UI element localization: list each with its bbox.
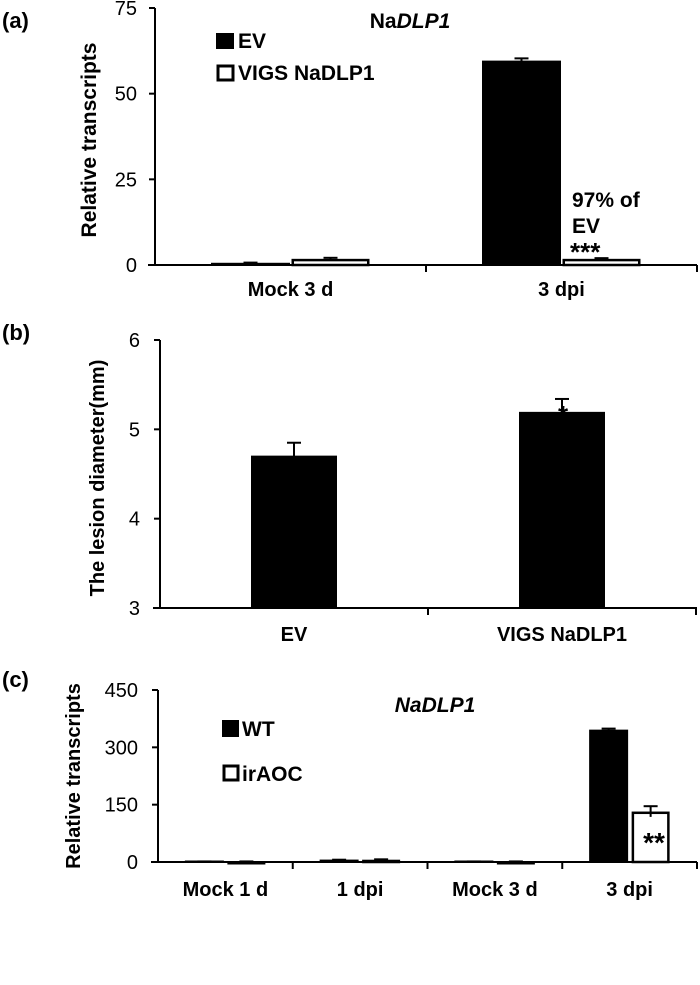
x-tick-label: VIGS NaDLP1 (497, 624, 627, 646)
bar-vigs-nadlp1-mock-3-d (291, 258, 370, 267)
y-tick-label: 150 (105, 795, 138, 817)
chart-a-title: NaDLP1 (370, 10, 451, 33)
chart-b-axes (153, 340, 697, 609)
x-tick-label: Mock 3 d (452, 879, 538, 901)
chart-a-pct-line1: 97% of (572, 189, 641, 212)
bar-wt-3-dpi (589, 729, 629, 863)
y-tick-label: 3 (129, 598, 140, 620)
x-tick-label: EV (281, 624, 308, 646)
panel-c: (c) NaDLP1 Relative transcripts 0 150 300 4… (2, 667, 698, 901)
y-tick-label: 5 (129, 419, 140, 441)
bar-vigs-nadlp1-3-dpi (562, 258, 641, 267)
legend-label-iraoc: irAOC (242, 763, 303, 786)
y-tick-label: 25 (115, 169, 137, 191)
panel-a: (a) NaDLP1 Relative transcripts 0255075 … (2, 0, 698, 301)
x-tick-label: Mock 1 d (183, 879, 269, 901)
chart-a-legend: EV VIGS NaDLP1 (216, 30, 375, 85)
chart-c-legend: WT irAOC (222, 718, 303, 786)
chart-a-ylabel: Relative transcripts (78, 43, 101, 238)
chart-c-ylabel: Relative transcripts (63, 683, 85, 869)
legend-label-ev: EV (238, 30, 266, 53)
x-tick-label: Mock 3 d (248, 279, 334, 301)
panel-label-c: (c) (2, 667, 29, 692)
bar-iraoc-1-dpi (362, 859, 401, 864)
chart-b-significance: * (558, 400, 569, 430)
bar-lesion-diameter-ev (251, 455, 337, 609)
chart-a-pct-line2: EV (572, 215, 600, 238)
chart-b-ylabel: The lesion diameter(mm) (87, 360, 109, 597)
legend-swatch-iraoc (222, 764, 240, 782)
legend-label-wt: WT (242, 718, 275, 741)
x-tick-label: 3 dpi (606, 879, 653, 901)
bar-lesion-diameter-vigs-nadlp1 (519, 411, 605, 609)
chart-c-significance: ** (643, 827, 665, 858)
y-tick-label: 0 (126, 255, 137, 277)
chart-a-significance: *** (570, 237, 601, 267)
y-tick-label: 450 (105, 680, 138, 702)
panel-b: (b) The lesion diameter(mm) 3 4 5 6 EV VIGS … (2, 320, 697, 646)
y-tick-label: 4 (129, 509, 140, 531)
legend-swatch-wt (222, 720, 239, 737)
legend-swatch-vigs (216, 64, 235, 82)
x-tick-label: 3 dpi (538, 279, 585, 301)
y-tick-label: 6 (129, 330, 140, 352)
x-tick-label: 1 dpi (337, 879, 384, 901)
chart-c-title: NaDLP1 (395, 694, 476, 717)
panel-label-a: (a) (2, 8, 29, 33)
y-tick-label: 75 (115, 0, 137, 20)
legend-label-vigs: VIGS NaDLP1 (238, 62, 375, 85)
legend-swatch-ev (216, 33, 234, 49)
bar-ev-3-dpi (482, 60, 561, 266)
bar-iraoc-3-dpi (631, 811, 670, 864)
y-tick-label: 50 (115, 84, 137, 106)
panel-label-b: (b) (2, 320, 30, 345)
y-tick-label: 0 (127, 852, 138, 874)
y-tick-label: 300 (105, 737, 138, 759)
